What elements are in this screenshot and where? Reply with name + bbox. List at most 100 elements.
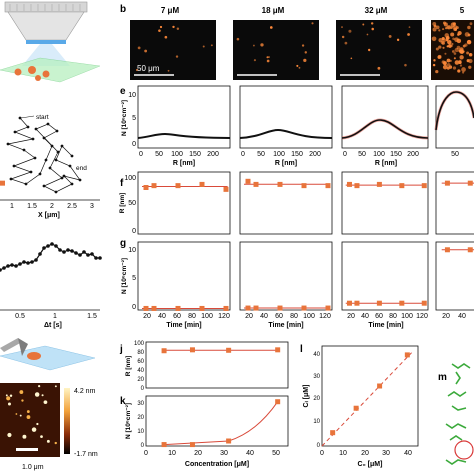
fluorescent-spot bbox=[469, 22, 473, 26]
fluorescent-spot bbox=[445, 36, 450, 40]
data-point bbox=[444, 247, 450, 253]
g-xtick: 120 bbox=[218, 313, 230, 320]
f-ylabel: R [nm] bbox=[119, 193, 126, 214]
g-xtick: 60 bbox=[375, 313, 383, 320]
data-point bbox=[223, 186, 229, 192]
j-ytick: 40 bbox=[137, 368, 144, 374]
k-xtick: 0 bbox=[144, 450, 148, 457]
fluorescent-spot bbox=[454, 60, 460, 65]
g-xtick: 60 bbox=[275, 313, 283, 320]
data-point bbox=[346, 181, 352, 187]
fluorescent-spot bbox=[350, 57, 353, 60]
msd-xtick: 0.5 bbox=[15, 313, 25, 320]
fluorescent-spot bbox=[432, 21, 437, 26]
data-point bbox=[444, 180, 450, 186]
number-vs-concentration-plot: 30 20 10 0 N [10⁶cm⁻²] 0 10 20 30 40 50 … bbox=[125, 395, 289, 468]
data-point bbox=[151, 305, 157, 311]
l-xtick: 10 bbox=[339, 450, 347, 457]
traj-xtick: 3 bbox=[90, 203, 94, 210]
g-ytick: 10 bbox=[128, 247, 136, 254]
g-xtick: 40 bbox=[361, 313, 369, 320]
g-xtick: 80 bbox=[188, 313, 196, 320]
f-ytick: 100 bbox=[124, 175, 136, 182]
panel-letter-b: b bbox=[120, 4, 126, 15]
k-xtick: 50 bbox=[272, 450, 280, 457]
l-ytick: 40 bbox=[313, 352, 320, 358]
fluorescent-spot bbox=[348, 29, 352, 33]
fluorescent-spot bbox=[304, 51, 307, 54]
fluorescent-spot bbox=[444, 26, 448, 30]
data-point bbox=[404, 352, 410, 358]
msd-point bbox=[70, 249, 74, 253]
cl-vs-c0-plot: 40 30 20 10 0 Cₗ [μM] 0 10 20 30 40 C₀ [… bbox=[303, 345, 419, 468]
data-point bbox=[467, 247, 473, 253]
fluorescent-spot bbox=[446, 25, 451, 30]
traj-xlabel: X [μm] bbox=[38, 212, 60, 219]
fluorescent-spot bbox=[362, 23, 365, 26]
data-point bbox=[277, 181, 283, 187]
l-xtick: 20 bbox=[361, 450, 369, 457]
e-ytick: 5 bbox=[132, 115, 136, 122]
fluorescent-spot bbox=[311, 22, 314, 25]
g-xtick: 40 bbox=[458, 313, 466, 320]
data-point bbox=[161, 442, 167, 448]
afm-particle bbox=[54, 441, 57, 445]
msd-point bbox=[38, 252, 42, 256]
g-xtick: 20 bbox=[442, 313, 450, 320]
trajectory-end-label: end bbox=[76, 165, 87, 172]
data-point bbox=[275, 347, 281, 353]
data-point bbox=[399, 183, 405, 189]
fluorescent-spot bbox=[269, 26, 273, 29]
fluorescent-spot bbox=[388, 34, 392, 38]
conc-label: 32 μM bbox=[365, 6, 388, 15]
fluorescent-spot bbox=[396, 38, 400, 42]
g-xtick: 100 bbox=[201, 313, 213, 320]
fluorescent-spot bbox=[296, 64, 299, 67]
afm-top-label: 4.2 nm bbox=[74, 388, 96, 395]
data-point bbox=[301, 305, 307, 311]
fluorescent-spot bbox=[464, 32, 470, 37]
fluorescent-spot bbox=[341, 26, 343, 29]
fluorescent-spot bbox=[172, 25, 175, 29]
afm-particle bbox=[7, 402, 11, 406]
panel-letter-f: f bbox=[120, 178, 124, 189]
data-point bbox=[189, 347, 195, 353]
data-point bbox=[467, 180, 473, 186]
k-xtick: 20 bbox=[194, 450, 202, 457]
microscope-objective-icon bbox=[4, 1, 88, 66]
afm-particle bbox=[41, 394, 44, 397]
fluorescent-spot bbox=[404, 63, 407, 67]
fluorescent-spot bbox=[377, 66, 381, 70]
data-point bbox=[245, 305, 251, 311]
fluorescent-spot bbox=[462, 71, 465, 74]
fluorescent-spot bbox=[341, 35, 345, 39]
fluorescent-spot bbox=[448, 44, 452, 48]
fluorescent-spot bbox=[453, 57, 456, 60]
afm-particle bbox=[46, 439, 50, 443]
msd-point bbox=[18, 262, 22, 266]
data-point bbox=[354, 183, 360, 189]
data-point bbox=[0, 180, 5, 186]
data-point bbox=[226, 347, 232, 353]
afm-particle bbox=[21, 399, 24, 402]
fluorescent-spot bbox=[266, 56, 269, 59]
fluorescent-spot bbox=[452, 66, 457, 70]
fluorescence-images: 7 μM 18 μM 32 μM 5 50 μm bbox=[130, 6, 474, 80]
k-xtick: 10 bbox=[168, 450, 176, 457]
data-point bbox=[277, 305, 283, 311]
fluorescent-spot bbox=[459, 64, 463, 67]
fluorescent-spot bbox=[367, 48, 371, 52]
data-point bbox=[275, 399, 281, 405]
msd-point bbox=[86, 253, 90, 257]
panel-letter-l: l bbox=[300, 344, 303, 355]
highlight-circle-icon bbox=[454, 440, 474, 460]
data-point bbox=[421, 183, 427, 189]
msd-point bbox=[94, 256, 98, 260]
fluorescent-spot bbox=[210, 44, 213, 47]
data-point bbox=[161, 348, 167, 354]
fluorescent-spot bbox=[176, 27, 180, 31]
fluorescent-spot bbox=[301, 44, 305, 47]
l-ytick: 30 bbox=[313, 374, 320, 380]
msd-xtick: 1 bbox=[53, 313, 57, 320]
